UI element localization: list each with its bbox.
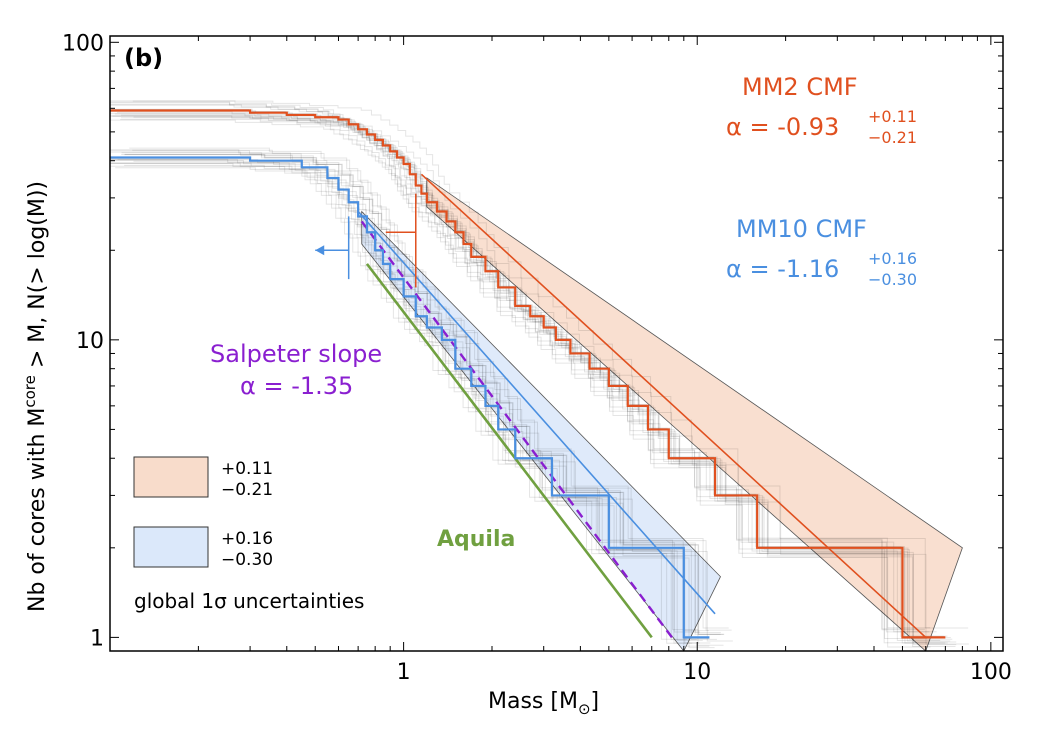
bootstrap-curve (121, 154, 721, 635)
bootstrap-curve (132, 100, 969, 629)
x-axis-label-main: Mass [M (488, 689, 578, 714)
mm2-cmf-curve (110, 109, 946, 639)
mm2-alpha-sub: −0.21 (868, 128, 917, 147)
mm10-alpha-sub: −0.30 (868, 270, 917, 289)
mm2-alpha-sup: +0.11 (868, 107, 917, 126)
bootstrap-curve (121, 152, 721, 634)
x-axis-label: Mass [M⊙] (488, 689, 599, 718)
bootstrap-curve (129, 147, 729, 629)
legend: +0.11 −0.21 +0.16 −0.30 global 1σ uncert… (133, 456, 364, 613)
mm2-label: MM2 CMF (742, 73, 858, 101)
y-tick-label: 10 (76, 329, 104, 354)
bootstrap-curve (110, 165, 710, 647)
y-axis-label-end: > M, N(> log(M)) (25, 181, 50, 375)
cmf-steps (110, 109, 946, 639)
legend-mm2-upper: +0.11 (221, 459, 273, 479)
bootstrap-curve (110, 159, 703, 641)
panel-label: (b) (124, 44, 163, 72)
bootstrap-curve (110, 104, 930, 633)
x-tick-label: 10 (683, 660, 711, 685)
mm10-cmf-curve (110, 156, 710, 639)
salpeter-alpha: α = -1.35 (240, 372, 353, 400)
y-axis-label-sup: core (21, 375, 39, 408)
plot-frame (109, 35, 1004, 652)
bootstrap-curve (112, 115, 948, 644)
y-tick-label: 100 (62, 31, 104, 56)
salpeter-slope-line (360, 220, 673, 639)
mm10-alpha: α = -1.16 (726, 255, 839, 283)
bootstrap-curve (110, 111, 928, 640)
y-axis-label-main: Nb of cores with M (25, 408, 50, 612)
axes: 1 10 100 1 10 100 (62, 31, 1012, 685)
bootstrap-curve (124, 153, 725, 635)
bootstrap-curve (112, 108, 948, 637)
legend-mm2-lower: −0.21 (221, 480, 273, 500)
legend-caption: global 1σ uncertainties (134, 589, 364, 613)
x-axis-label-end: ] (591, 689, 600, 714)
bootstrap-curve (110, 115, 928, 644)
bootstrap-curve (124, 154, 724, 636)
mm10-completeness-arrowhead (315, 245, 325, 256)
bootstrap-curve (133, 116, 969, 645)
bootstrap-curve (133, 160, 733, 642)
bootstrap-curve (110, 162, 693, 644)
bootstrap-curve (124, 164, 724, 646)
bootstrap-curve (110, 158, 688, 640)
x-axis-label-sub: ⊙ (578, 700, 591, 718)
bootstrap-curve (110, 119, 931, 648)
bootstrap-curve (120, 117, 957, 646)
completeness-markers (315, 193, 417, 288)
salpeter-label: Salpeter slope (210, 340, 382, 368)
legend-mm10-lower: −0.30 (221, 550, 273, 570)
mm10-alpha-sup: +0.16 (868, 249, 917, 268)
bootstrap-curve (110, 102, 925, 631)
y-tick-label: 1 (90, 626, 104, 651)
bootstrap-curve (110, 101, 925, 630)
aquila-line (365, 263, 653, 639)
aquila-label: Aquila (437, 527, 515, 552)
y-axis-label: Nb of cores with Mcore > M, N(> log(M)) (21, 181, 50, 612)
legend-swatch-mm2 (133, 456, 209, 498)
fit-lines (357, 173, 927, 639)
x-tick-label: 1 (397, 660, 411, 685)
mm2-alpha: α = -0.93 (726, 113, 839, 141)
mm2-power-law-fit-line (420, 173, 927, 638)
bootstrap-curve (132, 149, 732, 631)
legend-swatch-mm10 (133, 526, 209, 568)
mm10-label: MM10 CMF (736, 215, 867, 243)
legend-mm10-upper: +0.16 (221, 529, 273, 549)
x-tick-label: 100 (970, 660, 1012, 685)
bootstrap-curve (110, 113, 941, 642)
